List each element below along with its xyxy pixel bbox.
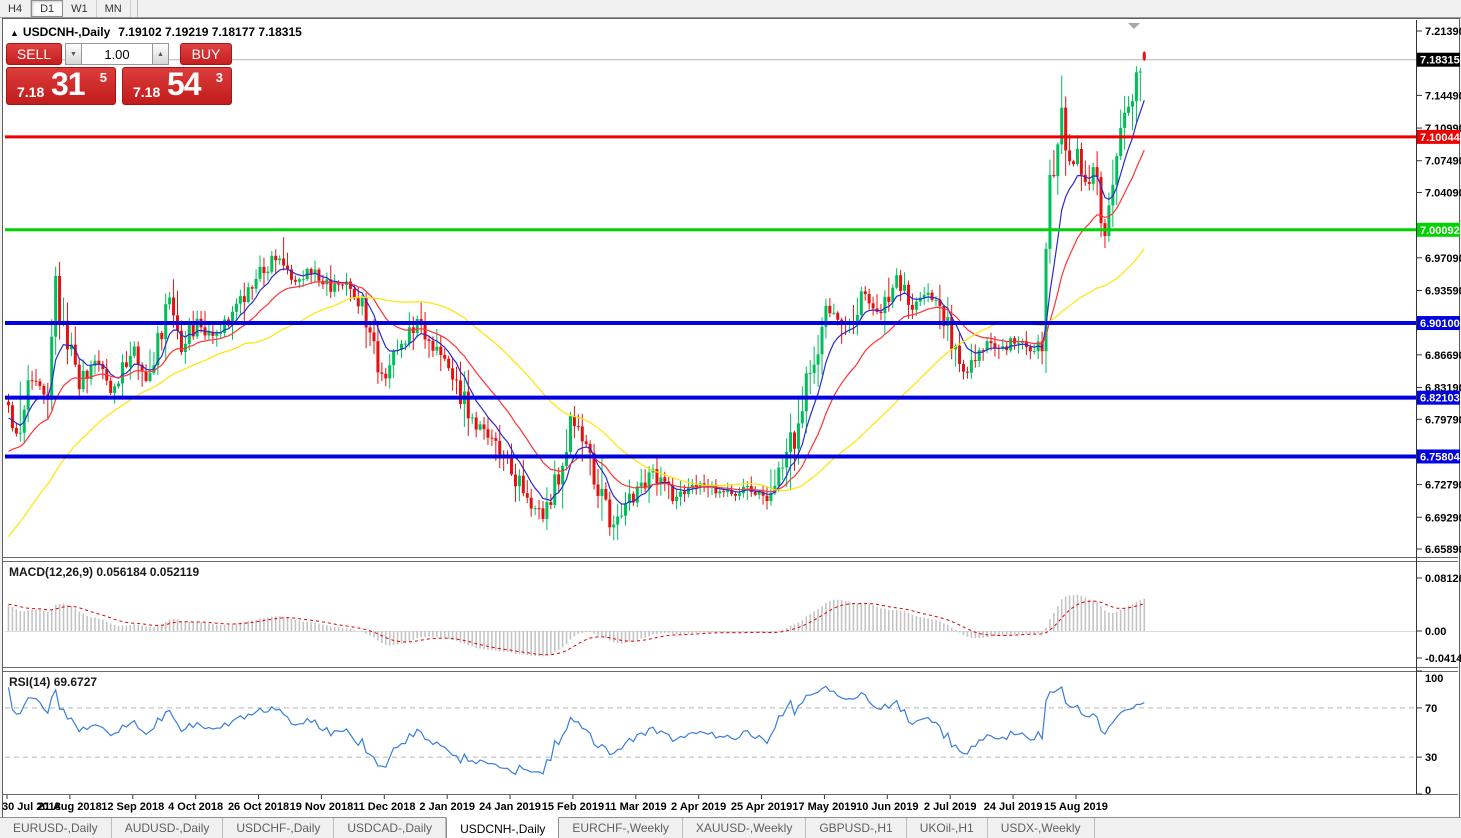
chart-title: ▲ USDCNH-,Daily 7.19102 7.19219 7.18177 7.… — [10, 25, 302, 39]
chart-ohlc-values: 7.19102 7.19219 7.18177 7.18315 — [118, 25, 302, 39]
buy-button[interactable]: BUY — [180, 43, 232, 65]
tab-ukoil[interactable]: UKOil-,H1 — [907, 818, 988, 838]
chart-window[interactable] — [2, 18, 1460, 818]
tab-xauusd[interactable]: XAUUSD-,Weekly — [683, 818, 807, 838]
one-click-trading-panel: SELL ▼ ▲ BUY 7.18 31 5 7.18 54 3 — [6, 43, 232, 105]
sell-button[interactable]: SELL — [6, 43, 62, 65]
timeframe-button-mn[interactable]: MN — [97, 0, 131, 17]
tab-usdcad[interactable]: USDCAD-,Daily — [334, 818, 447, 838]
sell-price-prefix: 7.18 — [17, 84, 45, 100]
timeframe-button-d1[interactable]: D1 — [31, 0, 64, 17]
buy-quote-button[interactable]: 7.18 54 3 — [122, 66, 232, 105]
chart-symbol-label: USDCNH-,Daily — [22, 25, 111, 39]
tab-usdchf[interactable]: USDCHF-,Daily — [223, 818, 335, 838]
timeframe-button-w1[interactable]: W1 — [63, 0, 97, 17]
tab-gbpusd[interactable]: GBPUSD-,H1 — [806, 818, 907, 838]
tab-audusd[interactable]: AUDUSD-,Daily — [112, 818, 224, 838]
buy-price-big: 54 — [167, 66, 202, 102]
macd-value-main: 0.056184 — [96, 565, 147, 579]
macd-indicator-label: MACD(12,26,9) 0.056184 0.052119 — [9, 565, 199, 579]
timeframe-toolbar: H4 D1 W1 MN — [0, 0, 1461, 18]
tab-usdcnh[interactable]: USDCNH-,Daily — [446, 817, 560, 838]
volume-increase-button[interactable]: ▲ — [152, 43, 169, 65]
chevron-up-icon: ▲ — [157, 50, 164, 58]
tab-usdx[interactable]: USDX-,Weekly — [988, 818, 1095, 838]
toolbar-divider — [131, 0, 138, 17]
rsi-name: RSI(14) — [9, 675, 51, 689]
volume-decrease-button[interactable]: ▼ — [65, 43, 82, 65]
chevron-down-icon: ▼ — [70, 50, 77, 58]
sell-quote-button[interactable]: 7.18 31 5 — [6, 66, 116, 105]
symbol-tab-bar: EURUSD-,Daily AUDUSD-,Daily USDCHF-,Daily U… — [0, 817, 1461, 838]
rsi-value: 69.6727 — [53, 675, 98, 689]
tab-eurusd[interactable]: EURUSD-,Daily — [0, 818, 112, 838]
buy-price-prefix: 7.18 — [133, 84, 161, 100]
tab-eurchf[interactable]: EURCHF-,Weekly — [559, 818, 683, 838]
sell-price-big: 31 — [51, 66, 86, 102]
timeframe-button-h4[interactable]: H4 — [0, 0, 32, 17]
collapse-panel-icon[interactable]: ▲ — [10, 28, 19, 38]
macd-value-signal: 0.052119 — [149, 565, 200, 579]
rsi-indicator-label: RSI(14) 69.6727 — [9, 675, 97, 689]
buy-price-point: 3 — [215, 70, 223, 85]
sell-price-point: 5 — [99, 70, 107, 85]
volume-input[interactable] — [82, 43, 152, 65]
macd-name: MACD(12,26,9) — [9, 565, 94, 579]
